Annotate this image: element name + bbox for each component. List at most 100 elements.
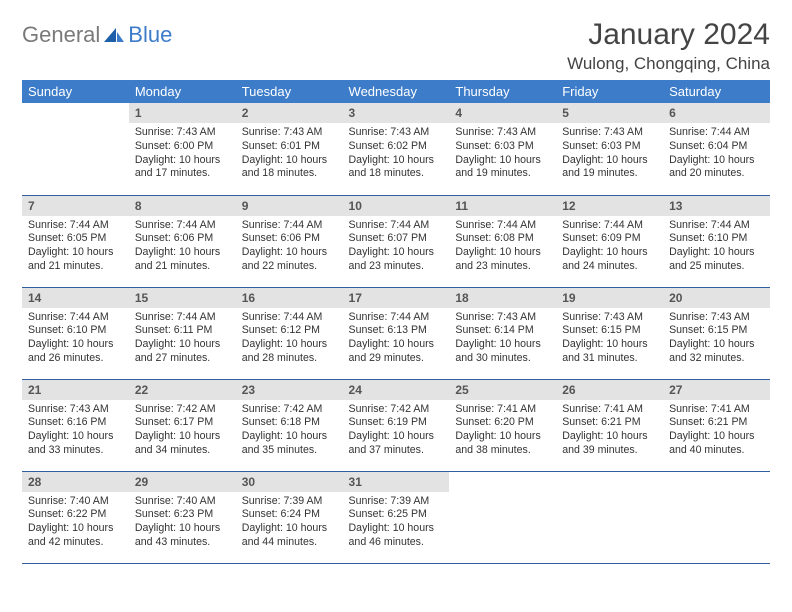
day-number: 22 [129, 380, 236, 400]
calendar-day-cell: 24Sunrise: 7:42 AMSunset: 6:19 PMDayligh… [343, 379, 450, 471]
weekday-header: Thursday [449, 80, 556, 103]
day-number: 13 [663, 196, 770, 216]
calendar-week-row: 28Sunrise: 7:40 AMSunset: 6:22 PMDayligh… [22, 471, 770, 563]
calendar-day-cell: 21Sunrise: 7:43 AMSunset: 6:16 PMDayligh… [22, 379, 129, 471]
day-details: Sunrise: 7:44 AMSunset: 6:04 PMDaylight:… [663, 123, 770, 187]
day-details: Sunrise: 7:42 AMSunset: 6:17 PMDaylight:… [129, 400, 236, 464]
calendar-day-cell: 17Sunrise: 7:44 AMSunset: 6:13 PMDayligh… [343, 287, 450, 379]
day-details: Sunrise: 7:40 AMSunset: 6:22 PMDaylight:… [22, 492, 129, 556]
day-number: 12 [556, 196, 663, 216]
calendar-day-cell: 31Sunrise: 7:39 AMSunset: 6:25 PMDayligh… [343, 471, 450, 563]
logo-word-blue: Blue [128, 22, 172, 48]
day-number: 18 [449, 288, 556, 308]
weekday-header: Sunday [22, 80, 129, 103]
calendar-day-cell: 23Sunrise: 7:42 AMSunset: 6:18 PMDayligh… [236, 379, 343, 471]
calendar-day-cell: 1Sunrise: 7:43 AMSunset: 6:00 PMDaylight… [129, 103, 236, 195]
calendar-day-cell: 4Sunrise: 7:43 AMSunset: 6:03 PMDaylight… [449, 103, 556, 195]
calendar-day-cell: 22Sunrise: 7:42 AMSunset: 6:17 PMDayligh… [129, 379, 236, 471]
calendar-day-cell: 18Sunrise: 7:43 AMSunset: 6:14 PMDayligh… [449, 287, 556, 379]
day-details: Sunrise: 7:43 AMSunset: 6:01 PMDaylight:… [236, 123, 343, 187]
day-details: Sunrise: 7:44 AMSunset: 6:06 PMDaylight:… [236, 216, 343, 280]
day-details: Sunrise: 7:43 AMSunset: 6:16 PMDaylight:… [22, 400, 129, 464]
day-details: Sunrise: 7:44 AMSunset: 6:06 PMDaylight:… [129, 216, 236, 280]
day-number: 1 [129, 103, 236, 123]
calendar-day-cell: 3Sunrise: 7:43 AMSunset: 6:02 PMDaylight… [343, 103, 450, 195]
calendar-day-cell [556, 471, 663, 563]
day-number: 9 [236, 196, 343, 216]
day-number: 26 [556, 380, 663, 400]
calendar-day-cell: 29Sunrise: 7:40 AMSunset: 6:23 PMDayligh… [129, 471, 236, 563]
calendar-day-cell: 8Sunrise: 7:44 AMSunset: 6:06 PMDaylight… [129, 195, 236, 287]
calendar-day-cell: 11Sunrise: 7:44 AMSunset: 6:08 PMDayligh… [449, 195, 556, 287]
logo-sail-icon [102, 26, 126, 44]
calendar-day-cell: 2Sunrise: 7:43 AMSunset: 6:01 PMDaylight… [236, 103, 343, 195]
day-details: Sunrise: 7:41 AMSunset: 6:20 PMDaylight:… [449, 400, 556, 464]
day-details: Sunrise: 7:44 AMSunset: 6:10 PMDaylight:… [22, 308, 129, 372]
calendar-week-row: 1Sunrise: 7:43 AMSunset: 6:00 PMDaylight… [22, 103, 770, 195]
day-number: 15 [129, 288, 236, 308]
day-number: 25 [449, 380, 556, 400]
day-number: 27 [663, 380, 770, 400]
day-details: Sunrise: 7:40 AMSunset: 6:23 PMDaylight:… [129, 492, 236, 556]
day-details: Sunrise: 7:43 AMSunset: 6:00 PMDaylight:… [129, 123, 236, 187]
day-details: Sunrise: 7:42 AMSunset: 6:19 PMDaylight:… [343, 400, 450, 464]
day-number: 23 [236, 380, 343, 400]
calendar-table: SundayMondayTuesdayWednesdayThursdayFrid… [22, 80, 770, 564]
day-number: 4 [449, 103, 556, 123]
day-details: Sunrise: 7:44 AMSunset: 6:12 PMDaylight:… [236, 308, 343, 372]
day-number: 2 [236, 103, 343, 123]
calendar-day-cell: 5Sunrise: 7:43 AMSunset: 6:03 PMDaylight… [556, 103, 663, 195]
day-number: 30 [236, 472, 343, 492]
calendar-week-row: 7Sunrise: 7:44 AMSunset: 6:05 PMDaylight… [22, 195, 770, 287]
day-details: Sunrise: 7:39 AMSunset: 6:25 PMDaylight:… [343, 492, 450, 556]
day-details: Sunrise: 7:42 AMSunset: 6:18 PMDaylight:… [236, 400, 343, 464]
calendar-day-cell: 9Sunrise: 7:44 AMSunset: 6:06 PMDaylight… [236, 195, 343, 287]
day-number: 29 [129, 472, 236, 492]
calendar-day-cell: 12Sunrise: 7:44 AMSunset: 6:09 PMDayligh… [556, 195, 663, 287]
calendar-day-cell [22, 103, 129, 195]
day-number: 20 [663, 288, 770, 308]
day-number: 21 [22, 380, 129, 400]
calendar-day-cell: 25Sunrise: 7:41 AMSunset: 6:20 PMDayligh… [449, 379, 556, 471]
day-details: Sunrise: 7:44 AMSunset: 6:13 PMDaylight:… [343, 308, 450, 372]
calendar-day-cell: 10Sunrise: 7:44 AMSunset: 6:07 PMDayligh… [343, 195, 450, 287]
day-details: Sunrise: 7:43 AMSunset: 6:03 PMDaylight:… [449, 123, 556, 187]
day-details: Sunrise: 7:43 AMSunset: 6:03 PMDaylight:… [556, 123, 663, 187]
day-number: 17 [343, 288, 450, 308]
day-number: 8 [129, 196, 236, 216]
calendar-body: 1Sunrise: 7:43 AMSunset: 6:00 PMDaylight… [22, 103, 770, 563]
day-details: Sunrise: 7:44 AMSunset: 6:10 PMDaylight:… [663, 216, 770, 280]
day-number: 3 [343, 103, 450, 123]
logo-word-general: General [22, 22, 100, 48]
weekday-header: Tuesday [236, 80, 343, 103]
calendar-day-cell: 15Sunrise: 7:44 AMSunset: 6:11 PMDayligh… [129, 287, 236, 379]
calendar-day-cell: 19Sunrise: 7:43 AMSunset: 6:15 PMDayligh… [556, 287, 663, 379]
day-number: 10 [343, 196, 450, 216]
calendar-day-cell: 13Sunrise: 7:44 AMSunset: 6:10 PMDayligh… [663, 195, 770, 287]
calendar-day-cell: 20Sunrise: 7:43 AMSunset: 6:15 PMDayligh… [663, 287, 770, 379]
day-details: Sunrise: 7:44 AMSunset: 6:08 PMDaylight:… [449, 216, 556, 280]
day-details: Sunrise: 7:41 AMSunset: 6:21 PMDaylight:… [663, 400, 770, 464]
day-details: Sunrise: 7:44 AMSunset: 6:11 PMDaylight:… [129, 308, 236, 372]
day-details: Sunrise: 7:43 AMSunset: 6:02 PMDaylight:… [343, 123, 450, 187]
day-details: Sunrise: 7:43 AMSunset: 6:15 PMDaylight:… [663, 308, 770, 372]
weekday-header: Wednesday [343, 80, 450, 103]
calendar-day-cell: 28Sunrise: 7:40 AMSunset: 6:22 PMDayligh… [22, 471, 129, 563]
calendar-header-row: SundayMondayTuesdayWednesdayThursdayFrid… [22, 80, 770, 103]
weekday-header: Saturday [663, 80, 770, 103]
calendar-day-cell [449, 471, 556, 563]
day-details: Sunrise: 7:43 AMSunset: 6:15 PMDaylight:… [556, 308, 663, 372]
day-number: 6 [663, 103, 770, 123]
logo: General Blue [22, 22, 172, 48]
day-number: 11 [449, 196, 556, 216]
title-block: January 2024 Wulong, Chongqing, China [567, 18, 770, 74]
day-details: Sunrise: 7:44 AMSunset: 6:07 PMDaylight:… [343, 216, 450, 280]
calendar-day-cell: 30Sunrise: 7:39 AMSunset: 6:24 PMDayligh… [236, 471, 343, 563]
calendar-day-cell: 16Sunrise: 7:44 AMSunset: 6:12 PMDayligh… [236, 287, 343, 379]
weekday-header: Monday [129, 80, 236, 103]
day-details: Sunrise: 7:39 AMSunset: 6:24 PMDaylight:… [236, 492, 343, 556]
calendar-day-cell: 26Sunrise: 7:41 AMSunset: 6:21 PMDayligh… [556, 379, 663, 471]
day-details: Sunrise: 7:41 AMSunset: 6:21 PMDaylight:… [556, 400, 663, 464]
day-details: Sunrise: 7:44 AMSunset: 6:09 PMDaylight:… [556, 216, 663, 280]
calendar-day-cell: 14Sunrise: 7:44 AMSunset: 6:10 PMDayligh… [22, 287, 129, 379]
